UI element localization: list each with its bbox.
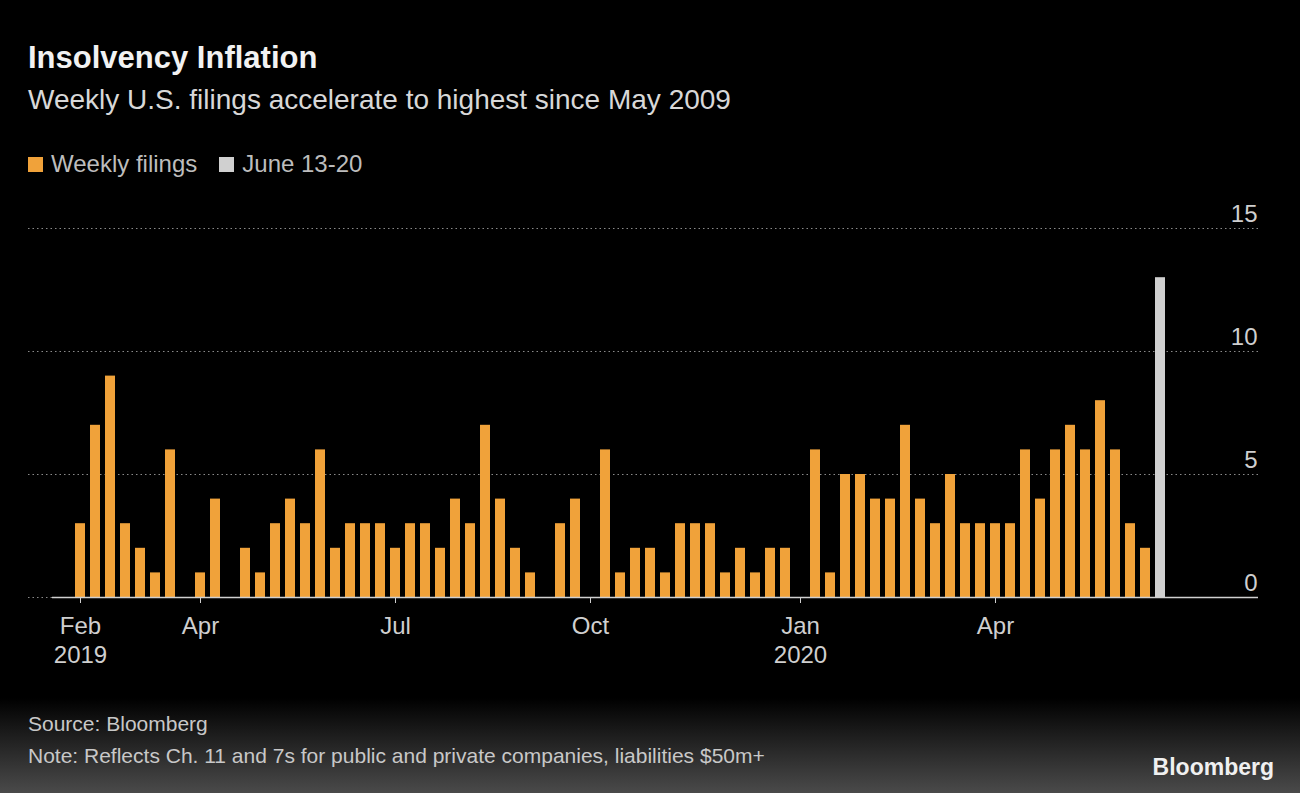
html-text:Weekly U.S. filings accelerate: Weekly U.S. filings accelerate to highes…	[28, 84, 731, 115]
svg-text:Feb2019: Feb2019	[54, 612, 107, 668]
html-text:Source: Bloomberg: Source: Bloomberg	[28, 712, 208, 735]
svg-text:Apr: Apr	[977, 612, 1014, 639]
html-text:Insolvency Inflation: Insolvency Inflation	[28, 40, 318, 75]
html-text:Note: Reflects Ch. 11 and 7s f: Note: Reflects Ch. 11 and 7s for public …	[28, 744, 765, 767]
svg-text:Jan2020: Jan2020	[774, 612, 827, 668]
html-text:Weekly filings: Weekly filings	[51, 150, 198, 177]
html-text:June 13-20: June 13-20	[242, 150, 363, 177]
svg-text:10: 10	[1231, 323, 1258, 350]
svg-text:Jul: Jul	[380, 612, 411, 639]
svg-text:Oct: Oct	[572, 612, 610, 639]
svg-text:15: 15	[1231, 200, 1258, 227]
svg-text:Apr: Apr	[182, 612, 219, 639]
html-text:Bloomberg: Bloomberg	[1152, 754, 1274, 780]
svg-text:0: 0	[1244, 569, 1257, 596]
svg-text:5: 5	[1244, 446, 1257, 473]
